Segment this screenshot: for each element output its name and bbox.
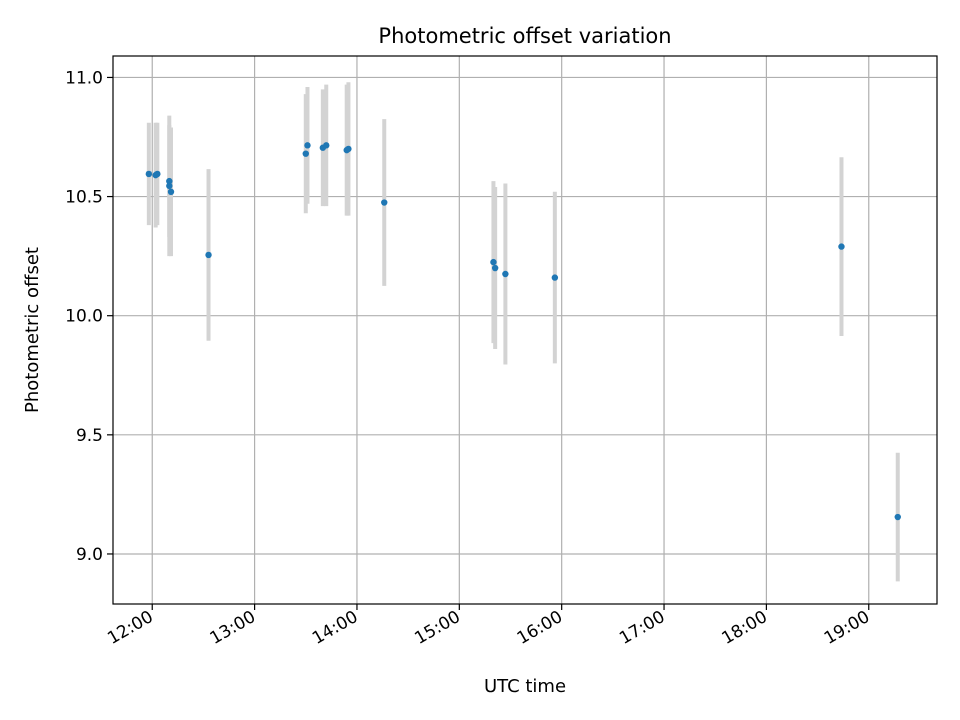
y-tick-label: 10.0 <box>65 307 103 327</box>
y-axis: 9.0 9.5 10.0 10.5 11.0 <box>65 68 113 565</box>
data-point <box>304 142 311 149</box>
data-points <box>145 142 901 521</box>
data-point <box>381 199 388 206</box>
data-point <box>154 170 161 178</box>
x-axis-label: UTC time <box>484 676 566 697</box>
data-point <box>490 258 497 266</box>
data-point <box>502 270 509 278</box>
grid-lines <box>113 56 937 604</box>
y-axis-label: Photometric offset <box>22 247 43 413</box>
y-tick-label: 10.5 <box>65 188 103 208</box>
data-point <box>167 188 175 196</box>
y-tick-label: 11.0 <box>65 68 103 88</box>
data-point <box>166 182 173 190</box>
data-point <box>894 513 901 521</box>
data-point <box>491 264 499 272</box>
data-point <box>145 170 153 178</box>
data-point <box>323 142 330 149</box>
y-tick-label: 9.0 <box>76 545 103 565</box>
chart-title: Photometric offset variation <box>378 24 671 48</box>
plot-area-frame <box>112 55 938 605</box>
data-point <box>302 150 309 157</box>
data-point <box>551 274 559 281</box>
data-point <box>205 251 212 259</box>
data-point <box>838 243 845 250</box>
data-point <box>345 145 352 153</box>
y-tick-label: 9.5 <box>76 426 103 446</box>
data-point <box>166 177 173 185</box>
